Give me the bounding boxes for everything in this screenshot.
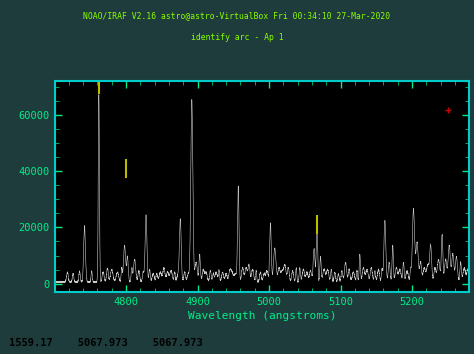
Text: 1559.17    5067.973    5067.973: 1559.17 5067.973 5067.973 [9,337,202,348]
Text: NOAO/IRAF V2.16 astro@astro-VirtualBox Fri 00:34:10 27-Mar-2020: NOAO/IRAF V2.16 astro@astro-VirtualBox F… [83,11,391,21]
X-axis label: Wavelength (angstroms): Wavelength (angstroms) [188,311,336,321]
Text: identify arc - Ap 1: identify arc - Ap 1 [191,33,283,42]
